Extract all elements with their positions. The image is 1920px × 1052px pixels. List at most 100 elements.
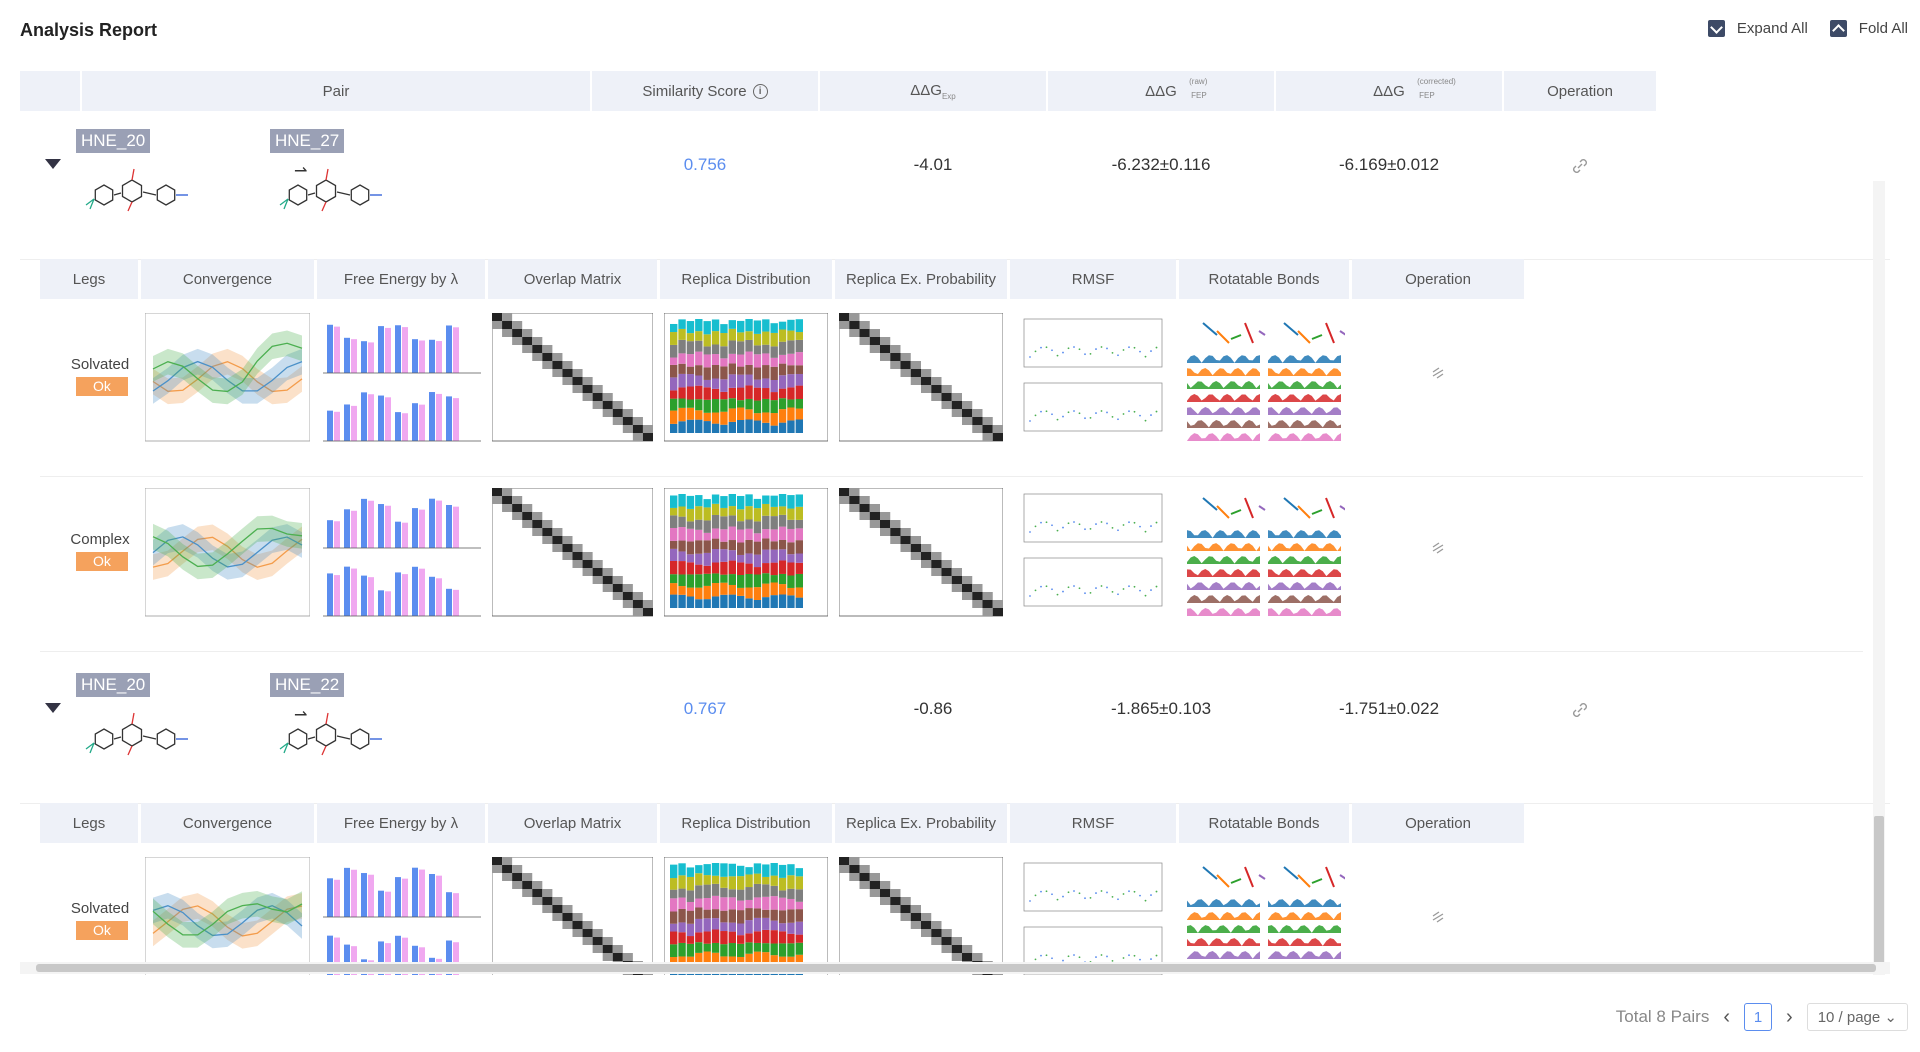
leg-row: Solvated Ok <box>40 301 1863 477</box>
header-pair: Pair <box>82 71 590 111</box>
header-ddg-corr-label: ΔΔG <box>1373 82 1405 100</box>
molecule-label: HNE_20 <box>76 673 151 697</box>
fold-all-button[interactable]: Fold All <box>1829 20 1908 37</box>
leg-name: Solvated <box>70 356 130 373</box>
free-energy-plot[interactable] <box>321 488 481 618</box>
status-badge: Ok <box>76 921 128 940</box>
cell-ddg_corr: -6.169±0.012 <box>1338 155 1440 174</box>
page-size-select[interactable]: 10 / page ⌄ <box>1806 1003 1908 1031</box>
horizontal-scroll-thumb[interactable] <box>36 964 1876 972</box>
molecule-to: HNE_22 <box>270 673 400 773</box>
expand-icon <box>1707 20 1725 37</box>
rmsf-plot[interactable] <box>1014 857 1172 975</box>
legs-header-cell: Rotatable Bonds <box>1179 259 1349 299</box>
cell-ddg_exp: -0.86 <box>913 699 953 718</box>
molecule-label: HNE_20 <box>76 129 151 153</box>
table-row: HNE_20 ⇀ HNE_22 0.767 -0.86 -1.865±0.103 -1.75… <box>20 655 1890 804</box>
fold-all-label: Fold All <box>1858 20 1908 37</box>
header-ddg-exp-label: ΔΔG <box>910 81 942 99</box>
next-page-icon[interactable]: › <box>1786 1005 1793 1028</box>
replica-distribution-plot[interactable] <box>664 488 828 618</box>
page-button[interactable]: 1 <box>1744 1003 1773 1031</box>
cell-similarity[interactable]: 0.756 <box>683 155 727 174</box>
replica-distribution-plot[interactable] <box>664 313 828 443</box>
horizontal-scrollbar[interactable] <box>20 962 1890 974</box>
link-icon[interactable] <box>1571 157 1589 175</box>
legs-header-cell: Replica Ex. Probability <box>835 259 1007 299</box>
header-ddg-raw-sup: (raw) <box>1189 76 1208 86</box>
free-energy-plot[interactable] <box>321 313 481 443</box>
rotatable-bonds-plot[interactable] <box>1183 488 1345 618</box>
link-icon[interactable] <box>1571 701 1589 719</box>
expand-caret-icon[interactable] <box>45 703 61 713</box>
molecule-label: HNE_27 <box>270 129 345 153</box>
molecule-structure <box>85 168 188 212</box>
leg-link-icon[interactable] <box>1429 364 1447 382</box>
molecule-structure <box>279 168 382 212</box>
replica-exchange-plot[interactable] <box>839 857 1003 975</box>
overlap-matrix-plot[interactable] <box>492 313 653 443</box>
replica-exchange-plot[interactable] <box>839 313 1003 443</box>
legs-header-cell: Legs <box>40 259 138 299</box>
molecule-to: HNE_27 <box>270 129 400 229</box>
prev-page-icon[interactable]: ‹ <box>1723 1005 1731 1028</box>
legs-header-cell: Legs <box>40 803 138 843</box>
legs-header: Legs Convergence Free Energy by λ Overlap M… <box>40 259 1863 299</box>
header-ddg-corr: ΔΔG (corrected) FEP <box>1276 71 1502 111</box>
legs-header-cell: Convergence <box>141 803 314 843</box>
header-ddg-exp-sub: Exp <box>941 91 956 101</box>
legs-header-cell: RMSF <box>1010 259 1176 299</box>
molecule-from: HNE_20 <box>76 129 206 229</box>
legs-header: Legs Convergence Free Energy by λ Overlap M… <box>40 803 1863 843</box>
rotatable-bonds-plot[interactable] <box>1183 857 1345 975</box>
status-badge: Ok <box>76 552 128 571</box>
vertical-scroll-thumb[interactable] <box>1874 816 1884 971</box>
replica-distribution-plot[interactable] <box>664 857 828 975</box>
header-ddg-raw-sub: FEP <box>1191 90 1207 100</box>
expand-all-label: Expand All <box>1736 20 1808 37</box>
leg-row: Complex Ok <box>40 476 1863 652</box>
expand-caret-icon[interactable] <box>45 159 61 169</box>
cell-similarity[interactable]: 0.767 <box>683 699 727 718</box>
rmsf-plot[interactable] <box>1014 313 1172 443</box>
chevron-down-icon: ⌄ <box>1884 1009 1897 1026</box>
overlap-matrix-plot[interactable] <box>492 857 653 975</box>
cell-ddg_exp: -4.01 <box>913 155 953 174</box>
header-ddg-raw-label: ΔΔG <box>1145 82 1177 100</box>
cell-ddg_raw: -1.865±0.103 <box>1110 699 1212 718</box>
legs-header-cell: Free Energy by λ <box>317 803 485 843</box>
rmsf-plot[interactable] <box>1014 488 1172 618</box>
top-actions: Expand All Fold All <box>1707 20 1908 37</box>
header-expand-col <box>20 71 80 111</box>
leg-link-icon[interactable] <box>1429 539 1447 557</box>
convergence-plot[interactable] <box>145 313 310 443</box>
molecule-structure <box>279 712 382 756</box>
table-header: Pair Similarity Score i ΔΔGExp ΔΔG (raw) F… <box>20 71 1890 111</box>
legs-header-cell: Replica Distribution <box>660 803 832 843</box>
info-icon[interactable]: i <box>752 83 768 99</box>
vertical-scrollbar[interactable] <box>1873 181 1885 975</box>
total-count: Total 8 Pairs <box>1615 1007 1710 1026</box>
legs-header-cell: Free Energy by λ <box>317 259 485 299</box>
table-row: HNE_20 ⇀ HNE_27 0.756 -4.01 -6.232±0.116 -6.16… <box>20 111 1890 260</box>
overlap-matrix-plot[interactable] <box>492 488 653 618</box>
replica-exchange-plot[interactable] <box>839 488 1003 618</box>
legs-header-cell: Replica Distribution <box>660 259 832 299</box>
leg-link-icon[interactable] <box>1429 908 1447 926</box>
cell-ddg_corr: -1.751±0.022 <box>1338 699 1440 718</box>
rotatable-bonds-plot[interactable] <box>1183 313 1345 443</box>
legs-header-cell: RMSF <box>1010 803 1176 843</box>
legs-header-cell: Overlap Matrix <box>488 259 657 299</box>
legs-header-cell: Replica Ex. Probability <box>835 803 1007 843</box>
header-similarity-label: Similarity Score <box>642 82 747 100</box>
page-size-label: 10 / page <box>1817 1009 1881 1026</box>
convergence-plot[interactable] <box>145 857 310 975</box>
expand-all-button[interactable]: Expand All <box>1707 20 1808 37</box>
pagination: Total 8 Pairs ‹ 1 › 10 / page ⌄ <box>1616 1003 1908 1031</box>
molecule-label: HNE_22 <box>270 673 345 697</box>
fold-icon <box>1829 20 1847 37</box>
convergence-plot[interactable] <box>145 488 310 618</box>
leg-name: Solvated <box>70 900 130 917</box>
free-energy-plot[interactable] <box>321 857 481 975</box>
reaction-arrow-icon: ⇀ <box>294 163 308 180</box>
